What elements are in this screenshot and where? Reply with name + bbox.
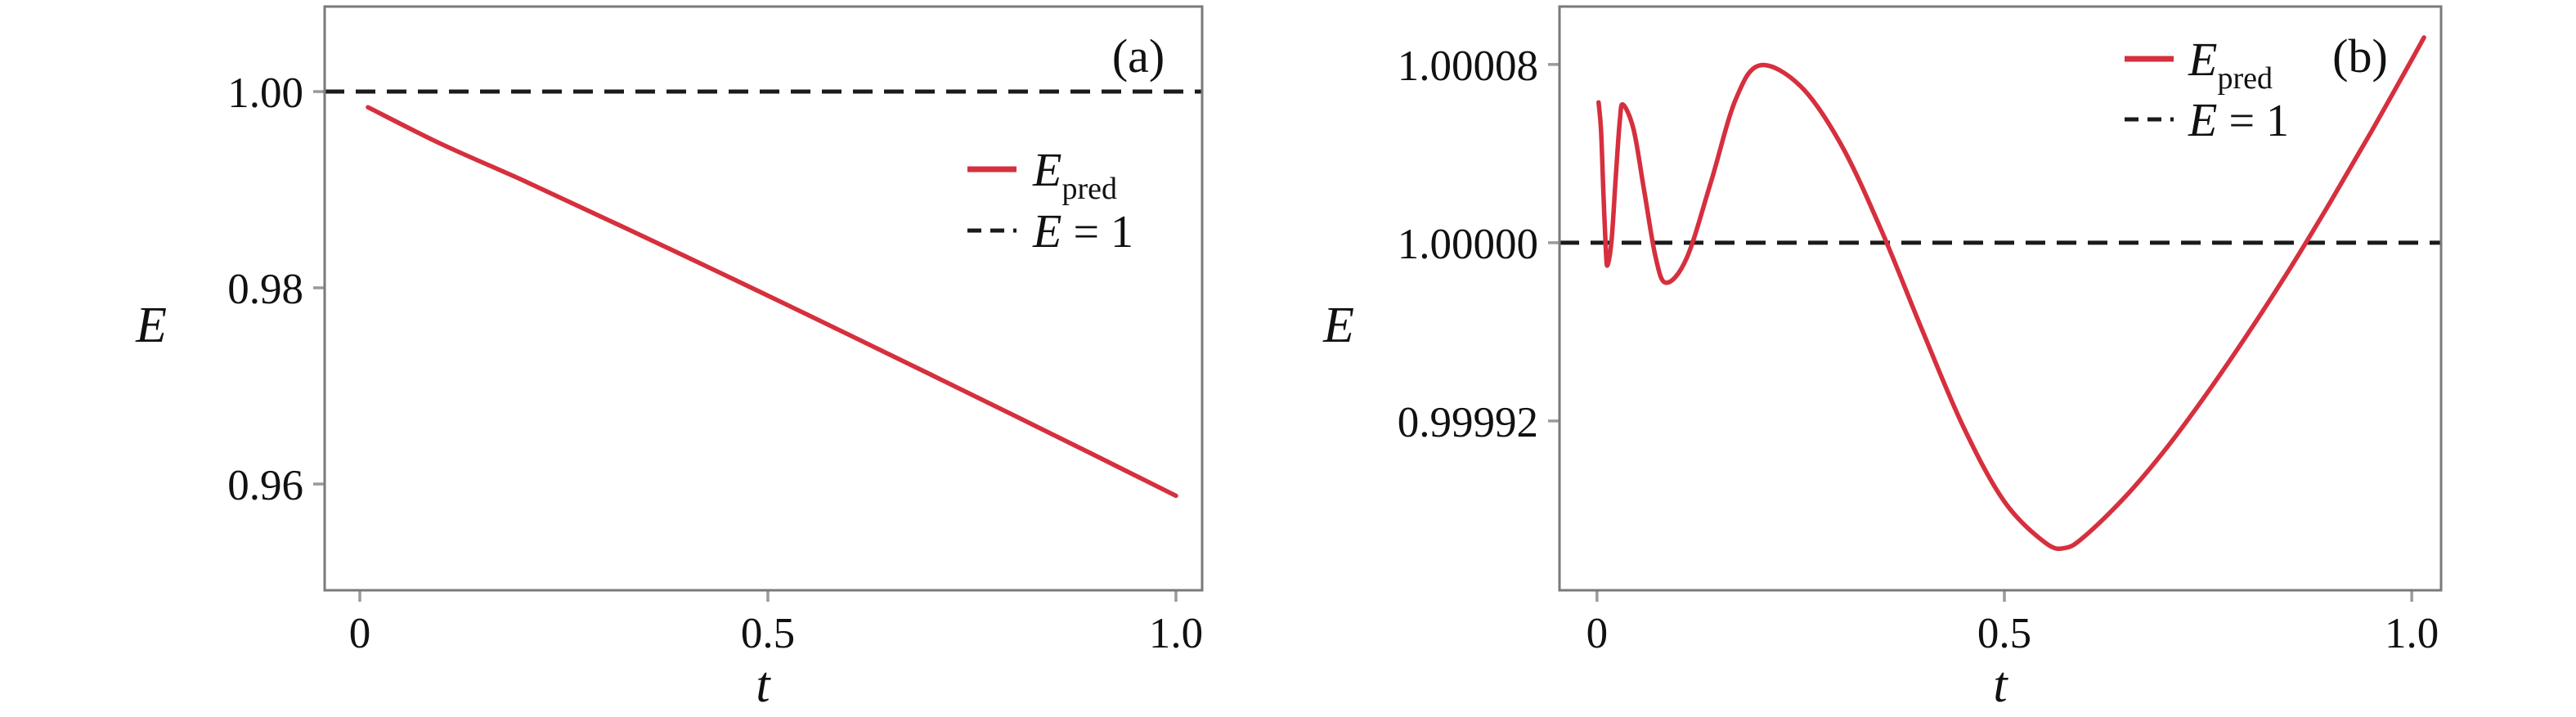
curve-e-pred: [366, 105, 1178, 499]
legend-label: Epred: [2188, 33, 2273, 96]
axes-spine-box: [323, 5, 1204, 592]
y-tick-label: 1.00: [227, 69, 303, 117]
panel-a-y-axis-label: E: [135, 298, 167, 353]
panel-b-x-axis-label: t: [1993, 657, 2008, 713]
x-tick-label: 1.0: [2385, 610, 2439, 657]
y-tick-label: 1.00000: [1398, 221, 1538, 268]
legend-label: Epred: [1032, 143, 1117, 206]
y-tick-label: 0.98: [227, 266, 303, 313]
panel-b-tag: (b): [2332, 29, 2388, 83]
legend-label: E = 1: [2188, 93, 2289, 146]
panel-a-tag: (a): [1112, 29, 1165, 83]
x-tick-label: 0: [1586, 610, 1609, 657]
panel-a-x-axis-label: t: [756, 657, 771, 713]
y-tick-label: 1.00008: [1398, 43, 1538, 90]
x-tick-label: 0.5: [741, 610, 795, 657]
y-tick-label: 0.99992: [1398, 399, 1538, 446]
y-tick-label: 0.96: [227, 462, 303, 509]
x-tick-label: 0.5: [1977, 610, 2031, 657]
legend-label: E = 1: [1032, 204, 1133, 258]
x-tick-label: 1.0: [1149, 610, 1203, 657]
axes-spine-box: [1558, 5, 2443, 592]
panel-b-y-axis-label: E: [1322, 298, 1354, 353]
x-tick-label: 0: [349, 610, 371, 657]
curve-e-pred: [1596, 35, 2426, 552]
